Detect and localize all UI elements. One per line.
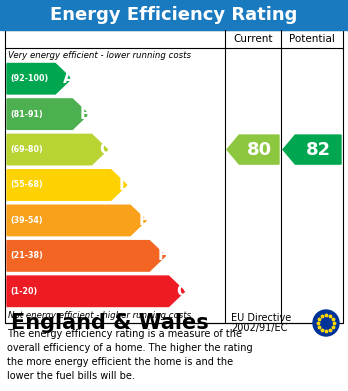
Bar <box>0 0 348 30</box>
Text: 2002/91/EC: 2002/91/EC <box>231 323 287 333</box>
Polygon shape <box>7 276 185 307</box>
Text: B: B <box>80 107 92 122</box>
Text: Very energy efficient - lower running costs: Very energy efficient - lower running co… <box>8 52 191 61</box>
Text: Current: Current <box>233 34 273 44</box>
Text: (21-38): (21-38) <box>10 251 43 260</box>
Text: 80: 80 <box>246 141 272 159</box>
Text: F: F <box>158 248 168 264</box>
Polygon shape <box>7 205 146 236</box>
Text: EU Directive: EU Directive <box>231 313 291 323</box>
Polygon shape <box>7 135 108 165</box>
Text: (1-20): (1-20) <box>10 287 37 296</box>
Polygon shape <box>7 240 165 271</box>
Polygon shape <box>7 63 71 94</box>
Text: Potential: Potential <box>289 34 335 44</box>
Text: E: E <box>139 213 149 228</box>
Text: G: G <box>176 284 189 299</box>
Polygon shape <box>7 99 88 129</box>
Text: A: A <box>63 71 75 86</box>
Circle shape <box>313 310 339 336</box>
Text: C: C <box>100 142 111 157</box>
Text: D: D <box>118 178 131 192</box>
Text: England & Wales: England & Wales <box>11 313 209 333</box>
Bar <box>5 30 343 323</box>
Text: (69-80): (69-80) <box>10 145 43 154</box>
Polygon shape <box>227 135 279 164</box>
Text: (92-100): (92-100) <box>10 74 48 83</box>
Text: The energy efficiency rating is a measure of the
overall efficiency of a home. T: The energy efficiency rating is a measur… <box>7 329 253 381</box>
Polygon shape <box>283 135 341 164</box>
Text: (81-91): (81-91) <box>10 109 43 118</box>
Text: (55-68): (55-68) <box>10 181 43 190</box>
Text: 82: 82 <box>306 141 331 159</box>
Text: Energy Efficiency Rating: Energy Efficiency Rating <box>50 6 298 24</box>
Polygon shape <box>7 170 127 200</box>
Text: (39-54): (39-54) <box>10 216 42 225</box>
Text: Not energy efficient - higher running costs: Not energy efficient - higher running co… <box>8 310 191 319</box>
